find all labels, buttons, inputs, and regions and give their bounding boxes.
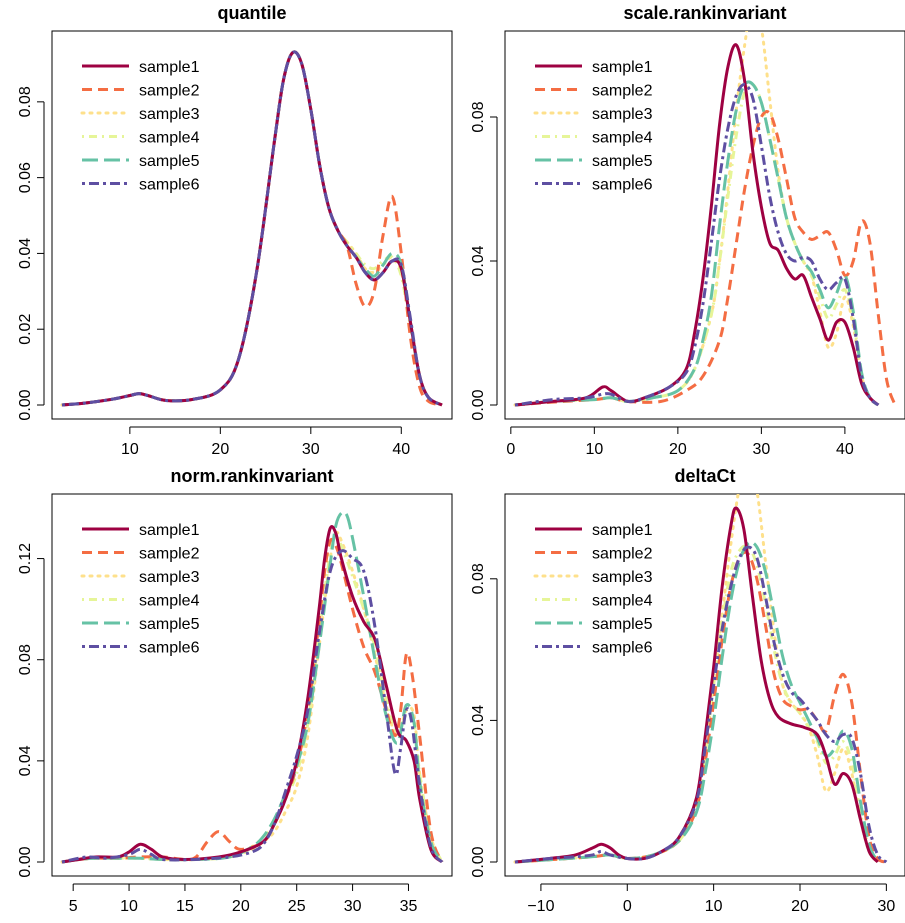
legend-label: sample6: [592, 640, 653, 657]
y-tick-label: 0.08: [17, 86, 34, 117]
panel-title: quantile: [217, 3, 286, 23]
x-tick-label: 20: [669, 441, 687, 458]
legend-label: sample2: [139, 546, 200, 563]
x-tick-label: 10: [120, 898, 138, 915]
panel-2: scale.rankinvariant 0 10 20 30 40 0.00 0.04 0.08…: [470, 3, 905, 458]
x-tick-label: 30: [302, 441, 320, 458]
legend-label: sample2: [592, 546, 653, 563]
x-tick-label: 0: [506, 441, 515, 458]
x-tick-label: 15: [176, 898, 194, 915]
y-tick-label: 0.04: [470, 705, 487, 736]
x-tick-label: −10: [527, 898, 554, 915]
y-tick-label: 0.04: [17, 238, 34, 269]
panel-3: norm.rankinvariant 5 10 15 20 25 30 35 0.00 0.04 0…: [17, 466, 453, 915]
legend-label: sample1: [139, 59, 200, 76]
y-tick-label: 0.00: [470, 846, 487, 877]
series-line-sample2: [514, 550, 887, 864]
legend-label: sample1: [592, 59, 653, 76]
x-tick-label: 10: [585, 441, 603, 458]
panel-1: quantile 10 20 30 40 0.00 0.02 0.04 0.06 0.08 samp…: [17, 3, 453, 458]
plot-frame: [51, 30, 453, 420]
legend-label: sample1: [139, 522, 200, 539]
legend-label: sample3: [139, 569, 200, 586]
series-line-sample6: [61, 50, 443, 407]
panel-title: scale.rankinvariant: [623, 3, 786, 23]
series-lines: [513, 494, 888, 864]
legend-label: sample5: [139, 616, 200, 633]
series-line-sample5: [514, 80, 880, 407]
legend-label: sample6: [139, 177, 200, 194]
y-tick-label: 0.04: [17, 745, 34, 776]
series-line-sample2: [61, 50, 443, 407]
legend: sample1 sample2 sample3 sample4 sample5 sampl…: [80, 522, 200, 657]
legend-label: sample4: [592, 593, 653, 610]
y-tick-label: 0.08: [470, 563, 487, 594]
legend-label: sample1: [592, 522, 653, 539]
x-tick-label: 30: [877, 898, 895, 915]
series-line-sample6: [61, 549, 444, 864]
legend: sample1 sample2 sample3 sample4 sample5 sampl…: [533, 522, 653, 657]
panel-title: deltaCt: [674, 466, 735, 486]
x-tick-label: 10: [121, 441, 139, 458]
series-line-sample3: [60, 50, 444, 407]
legend-label: sample3: [139, 106, 200, 123]
legend-label: sample4: [139, 593, 200, 610]
series-line-sample5: [61, 510, 444, 864]
series-line-sample1: [514, 506, 879, 864]
x-tick-label: 40: [392, 441, 410, 458]
legend-label: sample5: [592, 153, 653, 170]
y-tick-label: 0.04: [470, 245, 487, 276]
panel-4: deltaCt−10 0 10 20 300.000.040.08sample1samp…: [470, 466, 905, 915]
legend-label: sample5: [592, 616, 653, 633]
series-line-sample4: [61, 50, 443, 407]
plot-frame: [504, 493, 905, 877]
legend-label: sample2: [592, 83, 653, 100]
series-line-sample1: [514, 43, 880, 407]
y-tick-label: 0.12: [17, 543, 34, 574]
legend-label: sample2: [139, 83, 200, 100]
y-tick-label: 0.08: [470, 101, 487, 132]
legend: sample1 sample2 sample3 sample4 sample5 sampl…: [533, 59, 653, 194]
legend-label: sample6: [592, 177, 653, 194]
legend-label: sample4: [139, 130, 200, 147]
series-lines: [60, 50, 444, 407]
x-tick-label: 40: [836, 441, 854, 458]
legend-label: sample4: [592, 130, 653, 147]
series-line-sample6: [514, 83, 880, 407]
x-tick-label: 5: [69, 898, 78, 915]
plot-frame: [504, 30, 905, 420]
y-tick-label: 0.00: [17, 846, 34, 877]
series-line-sample2: [514, 110, 897, 407]
series-line-sample1: [61, 525, 444, 864]
series-line-sample1: [61, 50, 443, 407]
x-tick-label: 10: [705, 898, 723, 915]
legend-label: sample6: [139, 640, 200, 657]
x-tick-label: 30: [752, 441, 770, 458]
legend-label: sample5: [139, 153, 200, 170]
y-tick-label: 0.00: [17, 389, 34, 420]
x-tick-label: 20: [211, 441, 229, 458]
series-line-sample5: [514, 540, 880, 864]
y-tick-label: 0.00: [470, 389, 487, 420]
legend-label: sample3: [592, 569, 653, 586]
series-line-sample5: [61, 50, 443, 407]
y-tick-label: 0.02: [17, 314, 34, 345]
x-tick-label: 35: [400, 898, 418, 915]
legend-label: sample3: [592, 106, 653, 123]
x-tick-label: 25: [288, 898, 306, 915]
x-tick-label: 20: [791, 898, 809, 915]
legend: sample1 sample2 sample3 sample4 sample5 sampl…: [80, 59, 200, 194]
series-line-sample6: [514, 545, 888, 864]
y-tick-label: 0.06: [17, 162, 34, 193]
x-tick-label: 0: [623, 898, 632, 915]
plot-frame: [51, 493, 453, 877]
series-line-sample4: [514, 82, 880, 407]
x-tick-label: 20: [232, 898, 250, 915]
x-tick-label: 30: [344, 898, 362, 915]
series-lines: [513, 31, 897, 407]
series-lines: [60, 510, 444, 864]
y-tick-label: 0.08: [17, 644, 34, 675]
panel-title: norm.rankinvariant: [170, 466, 333, 486]
